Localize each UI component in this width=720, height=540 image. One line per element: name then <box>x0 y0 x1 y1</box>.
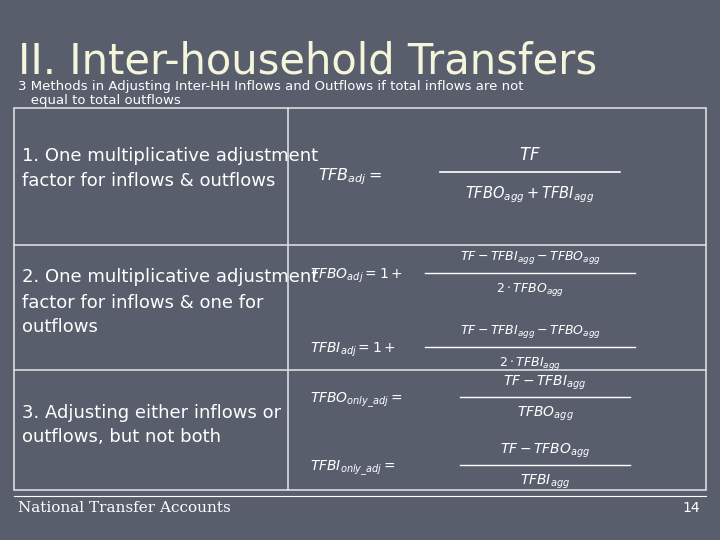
Text: $\mathit{TF}-\mathit{TFBO}_{agg}$: $\mathit{TF}-\mathit{TFBO}_{agg}$ <box>500 442 590 460</box>
Text: equal to total outflows: equal to total outflows <box>18 94 181 107</box>
Text: $\mathit{TFBI}_{only\_adj}=$: $\mathit{TFBI}_{only\_adj}=$ <box>310 458 395 478</box>
Text: $\mathit{TFBI}_{adj}=1+$: $\mathit{TFBI}_{adj}=1+$ <box>310 340 396 359</box>
Text: 14: 14 <box>683 501 700 515</box>
Text: $\mathit{TF}-\mathit{TFBI}_{agg}-\mathit{TFBO}_{agg}$: $\mathit{TF}-\mathit{TFBI}_{agg}-\mathit… <box>459 323 600 340</box>
Text: $\mathit{TFBO}_{adj}=1+$: $\mathit{TFBO}_{adj}=1+$ <box>310 266 402 285</box>
Text: $2\cdot\mathit{TFBO}_{agg}$: $2\cdot\mathit{TFBO}_{agg}$ <box>496 281 564 298</box>
Text: 1. One multiplicative adjustment
factor for inflows & outflows: 1. One multiplicative adjustment factor … <box>22 147 318 190</box>
Text: $\mathit{TFBO}_{only\_adj}=$: $\mathit{TFBO}_{only\_adj}=$ <box>310 390 402 410</box>
Text: $\mathit{TFBO}_{agg}$: $\mathit{TFBO}_{agg}$ <box>516 405 573 423</box>
Bar <box>14 108 706 490</box>
Text: 2. One multiplicative adjustment
factor for inflows & one for
outflows: 2. One multiplicative adjustment factor … <box>22 268 318 336</box>
Text: $\mathit{TF}-\mathit{TFBI}_{agg}-\mathit{TFBO}_{agg}$: $\mathit{TF}-\mathit{TFBI}_{agg}-\mathit… <box>459 249 600 266</box>
Text: 3. Adjusting either inflows or
outflows, but not both: 3. Adjusting either inflows or outflows,… <box>22 403 281 447</box>
Text: $\mathit{TF}$: $\mathit{TF}$ <box>519 145 541 164</box>
Text: $\mathit{TFBO}_{agg}+\mathit{TFBI}_{agg}$: $\mathit{TFBO}_{agg}+\mathit{TFBI}_{agg}… <box>465 184 595 205</box>
Text: $2\cdot\mathit{TFBI}_{agg}$: $2\cdot\mathit{TFBI}_{agg}$ <box>499 355 561 372</box>
Text: National Transfer Accounts: National Transfer Accounts <box>18 501 230 515</box>
Text: $\mathit{TFB}_{adj}=$: $\mathit{TFB}_{adj}=$ <box>318 166 382 187</box>
Text: $\mathit{TFBI}_{agg}$: $\mathit{TFBI}_{agg}$ <box>520 473 570 491</box>
Text: $\mathit{TF}-\mathit{TFBI}_{agg}$: $\mathit{TF}-\mathit{TFBI}_{agg}$ <box>503 374 587 392</box>
Text: II. Inter-household Transfers: II. Inter-household Transfers <box>18 40 597 82</box>
Text: 3 Methods in Adjusting Inter-HH Inflows and Outflows if total inflows are not: 3 Methods in Adjusting Inter-HH Inflows … <box>18 80 523 93</box>
